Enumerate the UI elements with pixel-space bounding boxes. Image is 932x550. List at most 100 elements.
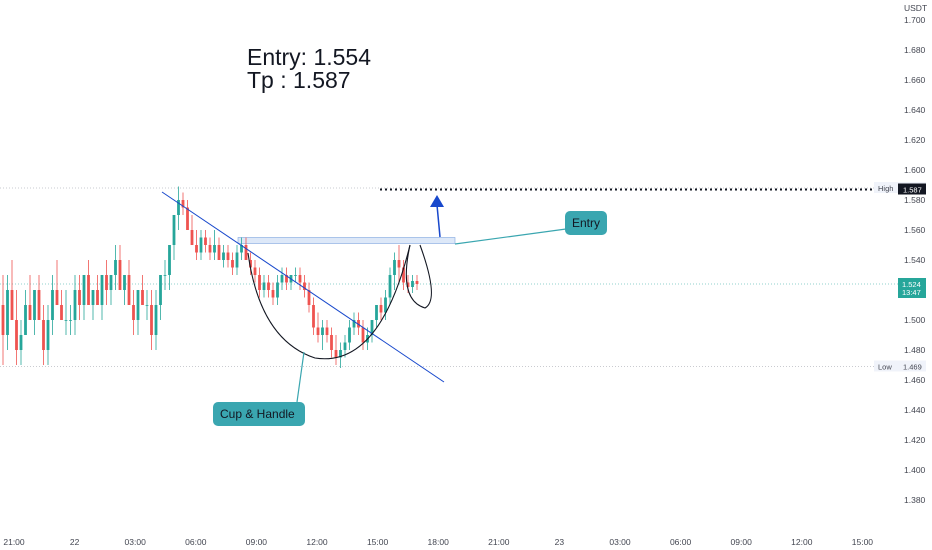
x-tick-label: 15:00 (852, 537, 874, 547)
candle-body (118, 260, 122, 290)
tp-price-value: 1.587 (903, 186, 922, 195)
entry-note: Entry: 1.554 (247, 44, 371, 70)
candle-body (262, 282, 266, 290)
candle-body (204, 237, 207, 245)
candle-body (109, 275, 113, 290)
currency-label: USDT (904, 3, 927, 13)
entry-callout-text: Entry (572, 216, 600, 230)
candle-body (298, 275, 302, 283)
candle-body (186, 207, 189, 230)
candle-body (357, 320, 360, 328)
entry-callout-box (565, 211, 607, 235)
candle-body (100, 275, 104, 305)
candle-body (217, 245, 221, 260)
candle-body (321, 327, 324, 335)
candle-body (168, 245, 171, 275)
candle-body (280, 275, 284, 283)
candle-body (51, 290, 54, 320)
candle-body (136, 290, 140, 320)
pattern-callout-text: Cup & Handle (220, 407, 295, 421)
candle-body (267, 282, 270, 290)
x-axis: 21:00 22 03:00 06:00 09:00 12:00 15:00 18:00 21:… (3, 537, 873, 547)
candle-body (199, 237, 203, 253)
candle-body (312, 305, 315, 328)
y-tick-label: 1.540 (904, 255, 926, 265)
candle-body (253, 267, 257, 275)
candle-body (393, 260, 396, 275)
x-tick-label: 15:00 (367, 537, 389, 547)
candle-body (127, 275, 131, 305)
candle-body (19, 335, 23, 350)
y-tick-label: 1.640 (904, 105, 926, 115)
candle-body (163, 275, 167, 276)
candle-body (406, 282, 410, 287)
candle-body (64, 320, 68, 321)
candle-body (208, 245, 212, 253)
y-tick-label: 1.480 (904, 345, 926, 355)
downtrend-line (161, 191, 445, 383)
current-price-tag (898, 278, 926, 298)
y-tick-label: 1.700 (904, 15, 926, 25)
x-tick-label: 09:00 (246, 537, 268, 547)
candle-body (172, 215, 176, 245)
y-tick-label: 1.600 (904, 165, 926, 175)
candle-body (55, 290, 59, 305)
pattern-callout-box (213, 402, 305, 426)
candle-body (33, 290, 36, 320)
y-tick-label: 1.380 (904, 495, 926, 505)
candle-body (334, 350, 338, 358)
entry-zone (237, 237, 456, 244)
candle-body (82, 275, 86, 305)
candle-body (195, 245, 198, 253)
candle-body (330, 335, 333, 350)
candle-body (78, 290, 81, 305)
x-tick-label: 12:00 (306, 537, 328, 547)
x-tick-label: 23 (555, 537, 565, 547)
candle-body (339, 350, 342, 358)
price-grid (0, 187, 898, 367)
y-tick-label: 1.500 (904, 315, 926, 325)
candle-body (352, 320, 356, 328)
candle-body (249, 260, 252, 268)
candle-body (375, 305, 378, 320)
x-tick-label: 03:00 (609, 537, 631, 547)
candle-body (379, 305, 383, 313)
candle-body (145, 305, 149, 306)
candle-body (181, 200, 185, 208)
candle-body (96, 290, 99, 305)
candle-body (190, 230, 194, 245)
y-tick-label: 1.680 (904, 45, 926, 55)
entry-callout[interactable]: Entry (565, 211, 607, 235)
candle-body (316, 327, 320, 335)
candle-body (177, 200, 180, 215)
candle-body (159, 275, 162, 305)
candle-body (258, 275, 261, 290)
x-tick-label: 09:00 (731, 537, 753, 547)
y-tick-label: 1.460 (904, 375, 926, 385)
candle-body (150, 305, 153, 335)
pattern-callout[interactable]: Cup & Handle (213, 402, 305, 426)
y-tick-label: 1.400 (904, 465, 926, 475)
y-tick-label: 1.580 (904, 195, 926, 205)
candle-body (285, 275, 288, 283)
x-tick-label: 22 (70, 537, 80, 547)
candle-body (91, 290, 95, 305)
y-tick-label: 1.560 (904, 225, 926, 235)
candle-body (415, 281, 419, 284)
candle-body (141, 290, 144, 305)
candle-body (411, 281, 414, 287)
x-tick-label: 12:00 (791, 537, 813, 547)
y-tick-label: 1.420 (904, 435, 926, 445)
current-price-value: 1.524 (902, 280, 921, 289)
x-tick-label: 21:00 (488, 537, 510, 547)
candle-body (325, 327, 329, 335)
drawings (161, 188, 895, 403)
level-tag (874, 360, 926, 372)
candle-body (222, 252, 225, 260)
target-arrow-head (430, 195, 444, 207)
candle-body (361, 327, 365, 343)
candle-body (123, 275, 126, 290)
y-tick-label: 1.440 (904, 405, 926, 415)
